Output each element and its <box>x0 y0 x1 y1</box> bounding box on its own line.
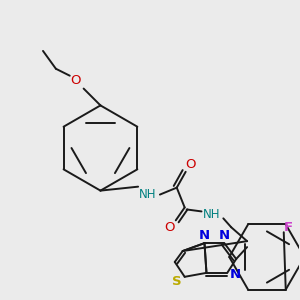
Text: O: O <box>185 158 196 171</box>
Text: NH: NH <box>139 188 157 201</box>
Text: N: N <box>230 268 241 281</box>
Text: O: O <box>165 221 175 234</box>
Text: S: S <box>172 275 182 288</box>
Text: N: N <box>219 229 230 242</box>
Text: N: N <box>199 229 210 242</box>
Text: F: F <box>284 221 293 234</box>
Text: NH: NH <box>203 208 220 221</box>
Text: O: O <box>70 74 81 87</box>
